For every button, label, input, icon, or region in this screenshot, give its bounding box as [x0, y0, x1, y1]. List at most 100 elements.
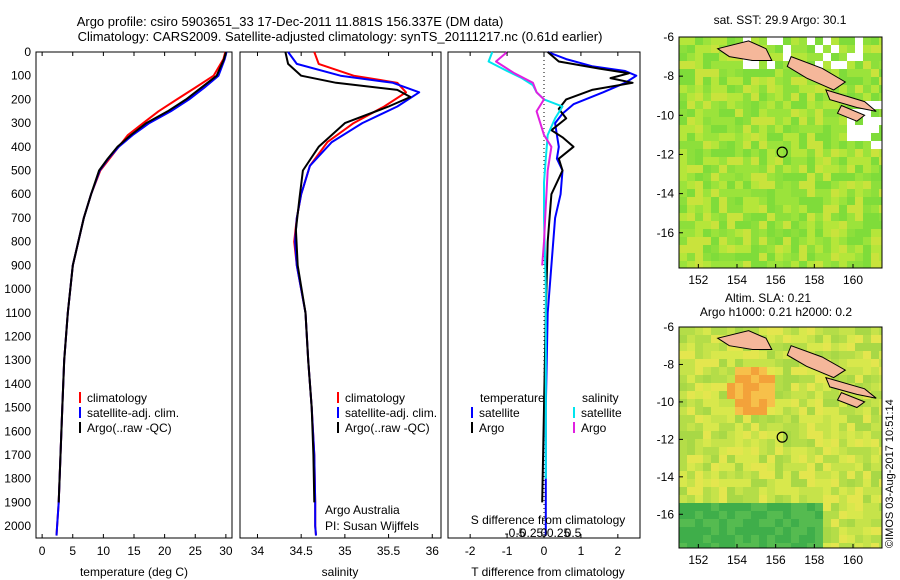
sst-map-cell: [855, 125, 863, 133]
sla-map-cell: [879, 471, 882, 479]
salinity-note-line1: Argo Australia: [325, 503, 400, 517]
sla-map-cell: [783, 519, 791, 527]
sla-map-cell: [735, 543, 743, 548]
sla-map-cell: [695, 367, 703, 375]
sla-map-cell: [695, 399, 703, 407]
sst-map-cell: [823, 205, 831, 213]
sla-map-cell: [839, 399, 847, 407]
sst-map-cell: [783, 253, 791, 261]
sst-map-cell: [751, 61, 759, 69]
sla-map-cell: [759, 543, 767, 548]
sla-map-cell: [751, 391, 759, 399]
sla-map-cell: [679, 391, 687, 399]
sla-map-cell: [799, 335, 807, 343]
sla-map-cell: [727, 471, 735, 479]
sla-map-cell: [687, 527, 695, 535]
sla-map-cell: [703, 423, 711, 431]
sla-map-cell: [751, 527, 759, 535]
sla-map-cell: [767, 383, 775, 391]
sla-map-cell: [879, 423, 882, 431]
sst-map-cell: [823, 133, 831, 141]
sst-map-cell: [687, 213, 695, 221]
sla-map-cell: [759, 367, 767, 375]
sla-map-cell: [823, 335, 831, 343]
sla-map-cell: [799, 391, 807, 399]
sla-map-cell: [839, 527, 847, 535]
sla-map-cell: [711, 351, 719, 359]
sla-map-cell: [703, 527, 711, 535]
sst-map-cell: [775, 125, 783, 133]
sst-map-cell: [871, 93, 879, 101]
sla-map-cell: [695, 359, 703, 367]
sla-map-cell: [711, 503, 719, 511]
sla-map-cell: [807, 543, 815, 548]
sla-map-cell: [719, 407, 727, 415]
sst-map-cell: [831, 149, 839, 157]
sla-map-cell: [711, 447, 719, 455]
temperature-xlabel: temperature (deg C): [80, 565, 188, 579]
sla-map-cell: [743, 455, 751, 463]
sla-map-cell: [783, 407, 791, 415]
sst-map-cell: [879, 189, 882, 197]
sla-map-cell: [695, 407, 703, 415]
sla-map-cell: [727, 343, 735, 351]
sla-map-cell: [863, 407, 871, 415]
sst-map-cell: [687, 77, 695, 85]
sla-map-cell: [871, 343, 879, 351]
sst-map-cell: [823, 189, 831, 197]
sst-map-cell: [727, 61, 735, 69]
temperature-legend-label: Argo(..raw -QC): [87, 421, 172, 435]
sla-map-cell: [799, 375, 807, 383]
sla-map-cell: [775, 455, 783, 463]
sla-map-cell: [751, 447, 759, 455]
sst-map-cell: [743, 157, 751, 165]
sst-map-cell: [871, 253, 879, 261]
sla-map-xticklabel: 160: [843, 553, 863, 567]
sla-map-cell: [703, 519, 711, 527]
sla-map-cell: [871, 335, 879, 343]
sst-map-cell: [807, 157, 815, 165]
sla-map-cell: [703, 479, 711, 487]
sst-map-cell: [735, 117, 743, 125]
sst-map-cell: [847, 237, 855, 245]
sla-map-cell: [815, 399, 823, 407]
sst-map-cell: [695, 37, 703, 45]
sla-map-cell: [751, 495, 759, 503]
sst-map-cell: [695, 45, 703, 53]
sla-map-cell: [735, 327, 743, 335]
sst-map-cell: [815, 149, 823, 157]
sla-map-frame: [678, 326, 883, 549]
sla-map-cell: [831, 431, 839, 439]
sst-map-cell: [871, 53, 879, 61]
sla-map-cell: [751, 375, 759, 383]
sst-map-cell: [703, 229, 711, 237]
sla-map-cell: [719, 359, 727, 367]
sst-map-cell: [799, 245, 807, 253]
sla-map-cell: [807, 415, 815, 423]
sst-map-cell: [855, 93, 863, 101]
sst-map-cell: [695, 213, 703, 221]
sla-map-cell: [767, 335, 775, 343]
sla-map-cell: [783, 503, 791, 511]
sst-map-cell: [719, 61, 727, 69]
sst-map-cell: [679, 157, 687, 165]
sst-map-cell: [831, 165, 839, 173]
depth-tick-label: 900: [11, 258, 31, 272]
sst-map-cell: [727, 245, 735, 253]
sst-map-cell: [727, 205, 735, 213]
sst-map-cell: [855, 213, 863, 221]
sla-map-cell: [775, 487, 783, 495]
sla-map-cell: [743, 383, 751, 391]
sst-map-cell: [783, 197, 791, 205]
sla-map-cell: [871, 423, 879, 431]
sst-map-cell: [767, 61, 775, 69]
sst-map-cell: [759, 125, 767, 133]
sst-map-cell: [711, 117, 719, 125]
sla-map-cell: [727, 527, 735, 535]
sst-map-cell: [679, 109, 687, 117]
sla-map-cell: [847, 375, 855, 383]
sst-map-cell: [775, 117, 783, 125]
sst-map-cell: [767, 221, 775, 229]
sla-map-cell: [751, 487, 759, 495]
